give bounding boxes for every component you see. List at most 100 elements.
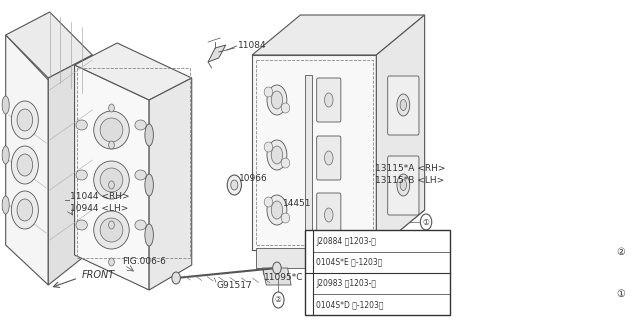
Circle shape bbox=[109, 258, 115, 266]
Ellipse shape bbox=[264, 197, 273, 207]
Circle shape bbox=[109, 221, 115, 229]
Ellipse shape bbox=[76, 120, 87, 130]
Ellipse shape bbox=[324, 93, 333, 107]
Text: FIG.006-6: FIG.006-6 bbox=[122, 258, 166, 267]
Ellipse shape bbox=[267, 85, 287, 115]
Ellipse shape bbox=[100, 118, 123, 142]
FancyBboxPatch shape bbox=[388, 236, 419, 295]
Ellipse shape bbox=[281, 158, 290, 168]
Ellipse shape bbox=[76, 170, 87, 180]
Circle shape bbox=[273, 262, 281, 274]
Text: ①: ① bbox=[422, 291, 429, 300]
Bar bbox=[305, 230, 450, 315]
Ellipse shape bbox=[76, 220, 87, 230]
Ellipse shape bbox=[264, 142, 273, 152]
Ellipse shape bbox=[397, 254, 410, 276]
Ellipse shape bbox=[271, 91, 283, 109]
Ellipse shape bbox=[17, 154, 33, 176]
FancyBboxPatch shape bbox=[388, 156, 419, 215]
Ellipse shape bbox=[145, 124, 154, 146]
Ellipse shape bbox=[2, 96, 9, 114]
Circle shape bbox=[227, 175, 241, 195]
Ellipse shape bbox=[12, 191, 38, 229]
Polygon shape bbox=[252, 15, 424, 55]
Ellipse shape bbox=[267, 140, 287, 170]
Polygon shape bbox=[376, 15, 424, 250]
Text: A006001268: A006001268 bbox=[394, 303, 447, 312]
Ellipse shape bbox=[93, 111, 129, 149]
Text: 14451: 14451 bbox=[283, 198, 311, 207]
Polygon shape bbox=[252, 210, 424, 250]
Ellipse shape bbox=[267, 195, 287, 225]
Text: 13115*A <RH>: 13115*A <RH> bbox=[375, 164, 445, 172]
FancyBboxPatch shape bbox=[317, 78, 341, 122]
Text: 0104S*E ＜-1203＞: 0104S*E ＜-1203＞ bbox=[316, 258, 383, 267]
Polygon shape bbox=[6, 12, 92, 78]
Circle shape bbox=[420, 287, 432, 303]
Circle shape bbox=[109, 104, 115, 112]
Ellipse shape bbox=[324, 208, 333, 222]
Circle shape bbox=[273, 203, 280, 213]
Polygon shape bbox=[305, 75, 312, 250]
Text: 13115*B <LH>: 13115*B <LH> bbox=[375, 175, 444, 185]
Ellipse shape bbox=[271, 201, 283, 219]
Circle shape bbox=[273, 292, 284, 308]
FancyBboxPatch shape bbox=[388, 76, 419, 135]
Ellipse shape bbox=[400, 260, 406, 270]
Text: 11044 <RH>: 11044 <RH> bbox=[70, 191, 129, 201]
Ellipse shape bbox=[135, 120, 147, 130]
Polygon shape bbox=[149, 78, 192, 290]
Text: FRONT: FRONT bbox=[82, 270, 115, 280]
Ellipse shape bbox=[281, 103, 290, 113]
Ellipse shape bbox=[93, 161, 129, 199]
Ellipse shape bbox=[397, 94, 410, 116]
Ellipse shape bbox=[12, 101, 38, 139]
Polygon shape bbox=[75, 65, 149, 290]
Ellipse shape bbox=[12, 146, 38, 184]
Polygon shape bbox=[75, 43, 192, 100]
Text: ②: ② bbox=[616, 247, 625, 257]
Circle shape bbox=[420, 214, 432, 230]
Ellipse shape bbox=[135, 220, 147, 230]
Text: 11084: 11084 bbox=[238, 41, 266, 50]
Polygon shape bbox=[252, 55, 376, 250]
Circle shape bbox=[420, 250, 432, 266]
Ellipse shape bbox=[17, 199, 33, 221]
Text: ①: ① bbox=[616, 289, 625, 299]
Text: ①: ① bbox=[422, 253, 429, 262]
Text: J20983 ＜1203-＞: J20983 ＜1203-＞ bbox=[316, 279, 376, 288]
FancyBboxPatch shape bbox=[317, 136, 341, 180]
Ellipse shape bbox=[400, 100, 406, 110]
Text: G91517: G91517 bbox=[216, 281, 252, 290]
Ellipse shape bbox=[145, 224, 154, 246]
Ellipse shape bbox=[100, 168, 123, 192]
Ellipse shape bbox=[400, 180, 406, 190]
Text: ②: ② bbox=[275, 295, 282, 305]
Ellipse shape bbox=[324, 151, 333, 165]
FancyBboxPatch shape bbox=[317, 193, 341, 237]
Text: 10966: 10966 bbox=[239, 173, 268, 182]
Ellipse shape bbox=[93, 211, 129, 249]
Ellipse shape bbox=[145, 174, 154, 196]
Ellipse shape bbox=[281, 213, 290, 223]
Ellipse shape bbox=[2, 146, 9, 164]
Text: 10944 <LH>: 10944 <LH> bbox=[70, 204, 128, 212]
Circle shape bbox=[231, 180, 238, 190]
Polygon shape bbox=[6, 35, 48, 285]
Text: ①: ① bbox=[422, 218, 429, 227]
Ellipse shape bbox=[397, 174, 410, 196]
Circle shape bbox=[172, 272, 180, 284]
Polygon shape bbox=[48, 55, 92, 285]
Ellipse shape bbox=[2, 196, 9, 214]
Text: 11095*C: 11095*C bbox=[264, 274, 303, 283]
Polygon shape bbox=[208, 45, 226, 62]
Text: J20884 ＜1203-＞: J20884 ＜1203-＞ bbox=[316, 236, 376, 245]
Ellipse shape bbox=[135, 170, 147, 180]
Ellipse shape bbox=[17, 109, 33, 131]
Circle shape bbox=[109, 181, 115, 189]
Ellipse shape bbox=[264, 87, 273, 97]
Ellipse shape bbox=[271, 146, 283, 164]
Ellipse shape bbox=[100, 218, 123, 242]
Circle shape bbox=[109, 141, 115, 149]
Text: 0104S*D ＜-1203＞: 0104S*D ＜-1203＞ bbox=[316, 300, 384, 309]
